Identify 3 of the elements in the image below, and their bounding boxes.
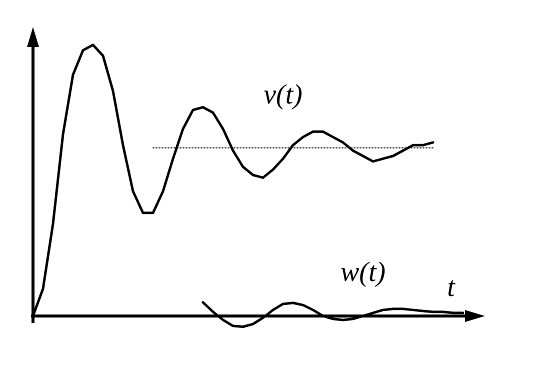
series-label: v(t) [264,80,302,111]
series-label: w(t) [340,256,386,288]
x-axis-title: t [447,272,456,303]
